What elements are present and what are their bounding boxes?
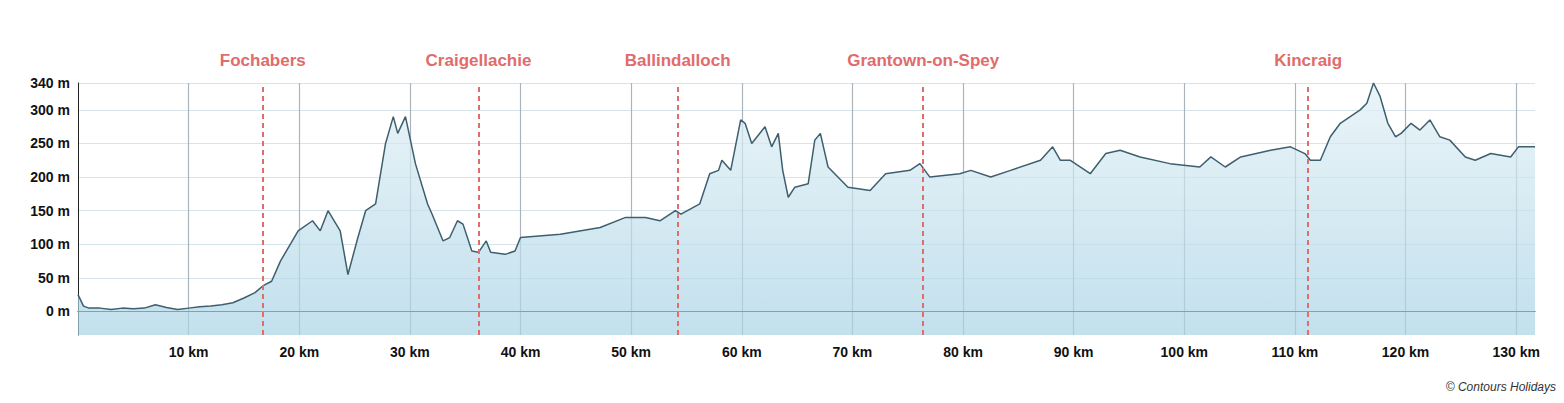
svg-text:Ballindalloch: Ballindalloch (625, 51, 731, 70)
svg-text:250 m: 250 m (30, 135, 70, 151)
svg-text:© Contours Holidays: © Contours Holidays (1446, 380, 1556, 394)
svg-text:110 km: 110 km (1272, 344, 1319, 360)
svg-text:120 km: 120 km (1382, 344, 1429, 360)
svg-text:Fochabers: Fochabers (220, 51, 306, 70)
svg-text:130 km: 130 km (1492, 344, 1539, 360)
svg-text:40 km: 40 km (501, 344, 541, 360)
svg-text:50 m: 50 m (38, 270, 70, 286)
svg-text:70 km: 70 km (833, 344, 873, 360)
svg-text:300 m: 300 m (30, 102, 70, 118)
svg-text:80 km: 80 km (943, 344, 983, 360)
svg-text:340 m: 340 m (30, 75, 70, 91)
svg-text:Craigellachie: Craigellachie (426, 51, 532, 70)
svg-text:90 km: 90 km (1054, 344, 1094, 360)
svg-text:Grantown-on-Spey: Grantown-on-Spey (847, 51, 1000, 70)
svg-text:0 m: 0 m (46, 303, 70, 319)
svg-text:100 km: 100 km (1161, 344, 1208, 360)
svg-text:100 m: 100 m (30, 236, 70, 252)
svg-text:60 km: 60 km (722, 344, 762, 360)
svg-text:50 km: 50 km (611, 344, 651, 360)
svg-text:Kincraig: Kincraig (1274, 51, 1342, 70)
svg-text:10 km: 10 km (169, 344, 209, 360)
svg-text:150 m: 150 m (30, 203, 70, 219)
svg-text:20 km: 20 km (279, 344, 319, 360)
svg-text:200 m: 200 m (30, 169, 70, 185)
svg-text:30 km: 30 km (390, 344, 430, 360)
